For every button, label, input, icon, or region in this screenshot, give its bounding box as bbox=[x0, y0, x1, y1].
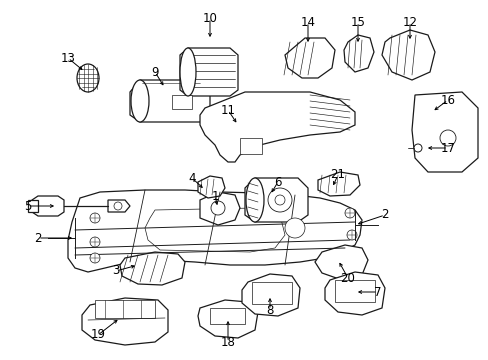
Circle shape bbox=[413, 144, 421, 152]
Polygon shape bbox=[285, 38, 334, 78]
Circle shape bbox=[210, 201, 224, 215]
Circle shape bbox=[439, 130, 455, 146]
Circle shape bbox=[90, 213, 100, 223]
Polygon shape bbox=[108, 200, 130, 212]
Circle shape bbox=[285, 218, 305, 238]
Text: 11: 11 bbox=[220, 104, 235, 117]
Text: 8: 8 bbox=[266, 303, 273, 316]
Polygon shape bbox=[317, 172, 359, 196]
Text: 17: 17 bbox=[440, 141, 454, 154]
Polygon shape bbox=[325, 272, 384, 315]
Polygon shape bbox=[95, 300, 155, 318]
Ellipse shape bbox=[180, 48, 196, 96]
Circle shape bbox=[274, 195, 285, 205]
Polygon shape bbox=[198, 300, 258, 338]
Text: 12: 12 bbox=[402, 15, 417, 28]
Text: 2: 2 bbox=[34, 231, 41, 244]
Text: 2: 2 bbox=[381, 208, 388, 221]
Circle shape bbox=[267, 188, 291, 212]
Circle shape bbox=[345, 208, 354, 218]
Text: 4: 4 bbox=[188, 171, 195, 184]
Polygon shape bbox=[200, 192, 240, 225]
Text: 19: 19 bbox=[90, 328, 105, 342]
Polygon shape bbox=[381, 30, 434, 80]
Polygon shape bbox=[145, 208, 285, 252]
Polygon shape bbox=[120, 252, 184, 285]
Text: 5: 5 bbox=[24, 199, 32, 212]
Text: 16: 16 bbox=[440, 94, 454, 107]
Circle shape bbox=[346, 230, 356, 240]
Ellipse shape bbox=[245, 178, 264, 222]
Polygon shape bbox=[343, 35, 373, 72]
Polygon shape bbox=[198, 176, 224, 198]
Text: 21: 21 bbox=[330, 168, 345, 181]
Circle shape bbox=[114, 202, 122, 210]
Text: 18: 18 bbox=[220, 336, 235, 348]
Polygon shape bbox=[244, 178, 307, 222]
Polygon shape bbox=[314, 245, 367, 280]
Circle shape bbox=[90, 253, 100, 263]
Polygon shape bbox=[411, 92, 477, 172]
Circle shape bbox=[90, 237, 100, 247]
Text: 10: 10 bbox=[202, 12, 217, 24]
Ellipse shape bbox=[77, 64, 99, 92]
Polygon shape bbox=[180, 48, 238, 96]
Polygon shape bbox=[130, 80, 209, 122]
Text: 20: 20 bbox=[340, 271, 355, 284]
Bar bbox=[251, 282, 291, 304]
Ellipse shape bbox=[131, 80, 149, 122]
Polygon shape bbox=[200, 92, 354, 162]
Text: 9: 9 bbox=[151, 66, 159, 78]
Text: 6: 6 bbox=[274, 175, 281, 189]
Text: 1: 1 bbox=[211, 189, 218, 202]
Text: 14: 14 bbox=[300, 15, 315, 28]
Polygon shape bbox=[242, 274, 299, 316]
Text: 13: 13 bbox=[61, 51, 75, 64]
Polygon shape bbox=[32, 196, 64, 216]
Polygon shape bbox=[68, 190, 361, 272]
Polygon shape bbox=[28, 200, 38, 212]
Bar bbox=[172, 95, 192, 109]
Text: 3: 3 bbox=[112, 265, 120, 278]
Text: 7: 7 bbox=[373, 285, 381, 298]
Bar bbox=[209, 308, 244, 324]
Bar bbox=[240, 138, 262, 154]
Polygon shape bbox=[82, 298, 168, 345]
Text: 15: 15 bbox=[350, 15, 365, 28]
Bar bbox=[334, 280, 374, 302]
